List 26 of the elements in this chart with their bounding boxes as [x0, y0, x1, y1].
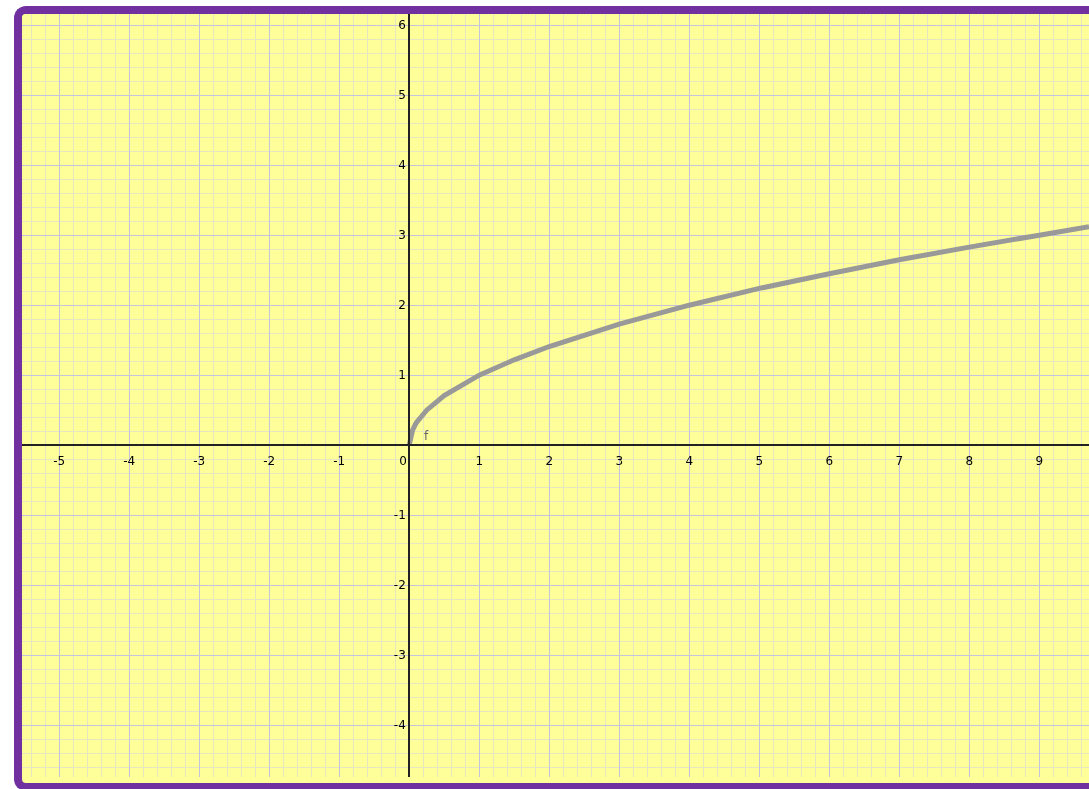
y-tick-label: 6: [398, 18, 406, 33]
x-tick-label: 4: [685, 453, 694, 468]
x-tick-label: 0: [399, 453, 407, 468]
x-tick-label: -1: [333, 453, 346, 468]
x-tick-label: 5: [755, 453, 764, 468]
y-tick-label: -1: [393, 508, 406, 523]
y-tick-label: 1: [398, 368, 406, 383]
y-tick-label: -4: [393, 718, 406, 733]
y-tick-label: 4: [398, 158, 406, 173]
y-tick-label: 2: [398, 298, 406, 313]
y-tick-label: -2: [393, 578, 406, 593]
y-tick-label: -3: [393, 648, 406, 663]
x-tick-label: -4: [123, 453, 136, 468]
annotation: f: [424, 429, 429, 443]
x-tick-label: 9: [1035, 453, 1044, 468]
x-tick-label: 7: [895, 453, 904, 468]
y-tick-label: 3: [398, 228, 406, 243]
x-tick-label: -3: [193, 453, 206, 468]
x-tick-label: 1: [475, 453, 484, 468]
x-tick-label: 2: [545, 453, 554, 468]
x-tick-label: -2: [263, 453, 276, 468]
x-tick-label: -5: [53, 453, 66, 468]
x-tick-label: 6: [825, 453, 834, 468]
x-tick-label: 3: [615, 453, 624, 468]
x-tick-label: 8: [965, 453, 974, 468]
y-tick-label: 5: [398, 88, 406, 103]
